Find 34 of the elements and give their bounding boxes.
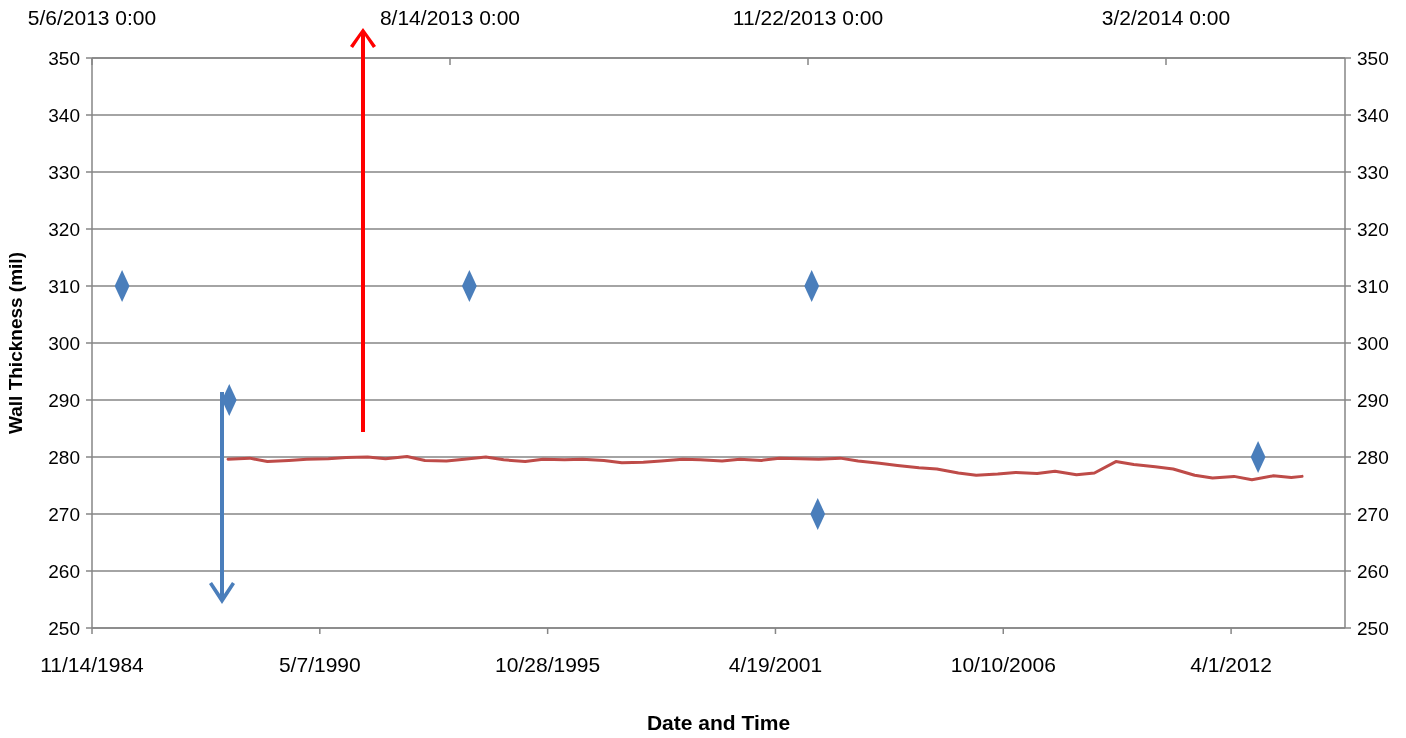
x-tick-label: 5/7/1990 <box>278 653 361 676</box>
x-tick-label: 10/10/2006 <box>950 653 1056 676</box>
y-tick-label: 280 <box>48 446 80 468</box>
y-axis-title: Wall Thickness (mil) <box>5 252 26 434</box>
y2-tick-label: 280 <box>1357 446 1389 468</box>
y2-tick-label: 290 <box>1357 389 1389 411</box>
x-tick-label: 11/14/1984 <box>40 653 145 676</box>
y2-tick-label: 340 <box>1357 104 1389 126</box>
x-tick-label: 10/28/1995 <box>495 653 601 676</box>
y-tick-label: 330 <box>48 161 80 183</box>
x-tick-label: 4/1/2012 <box>1190 653 1272 676</box>
y2-tick-label: 330 <box>1357 161 1389 183</box>
y-tick-label: 260 <box>48 560 80 582</box>
x2-tick-label: 8/14/2013 0:00 <box>379 6 521 29</box>
y2-tick-label: 320 <box>1357 218 1389 240</box>
x2-tick-label: 5/6/2013 0:00 <box>27 6 157 29</box>
y-tick-label: 270 <box>48 503 80 525</box>
y-tick-label: 320 <box>48 218 80 240</box>
y2-tick-label: 300 <box>1357 332 1389 354</box>
y-tick-label: 290 <box>48 389 80 411</box>
y-tick-label: 250 <box>48 617 80 639</box>
y2-tick-label: 310 <box>1357 275 1389 297</box>
y-tick-label: 310 <box>48 275 80 297</box>
y-tick-label: 300 <box>48 332 80 354</box>
y2-tick-label: 250 <box>1357 617 1389 639</box>
x-tick-label: 4/19/2001 <box>728 653 823 676</box>
x2-tick-label: 11/22/2013 0:00 <box>732 6 884 29</box>
y2-tick-label: 270 <box>1357 503 1389 525</box>
y2-tick-label: 350 <box>1357 47 1389 69</box>
y-tick-label: 340 <box>48 104 80 126</box>
x2-tick-label: 3/2/2014 0:00 <box>1101 6 1231 29</box>
y-tick-label: 350 <box>48 47 80 69</box>
y2-tick-label: 260 <box>1357 560 1389 582</box>
x-axis-title: Date and Time <box>646 711 791 734</box>
